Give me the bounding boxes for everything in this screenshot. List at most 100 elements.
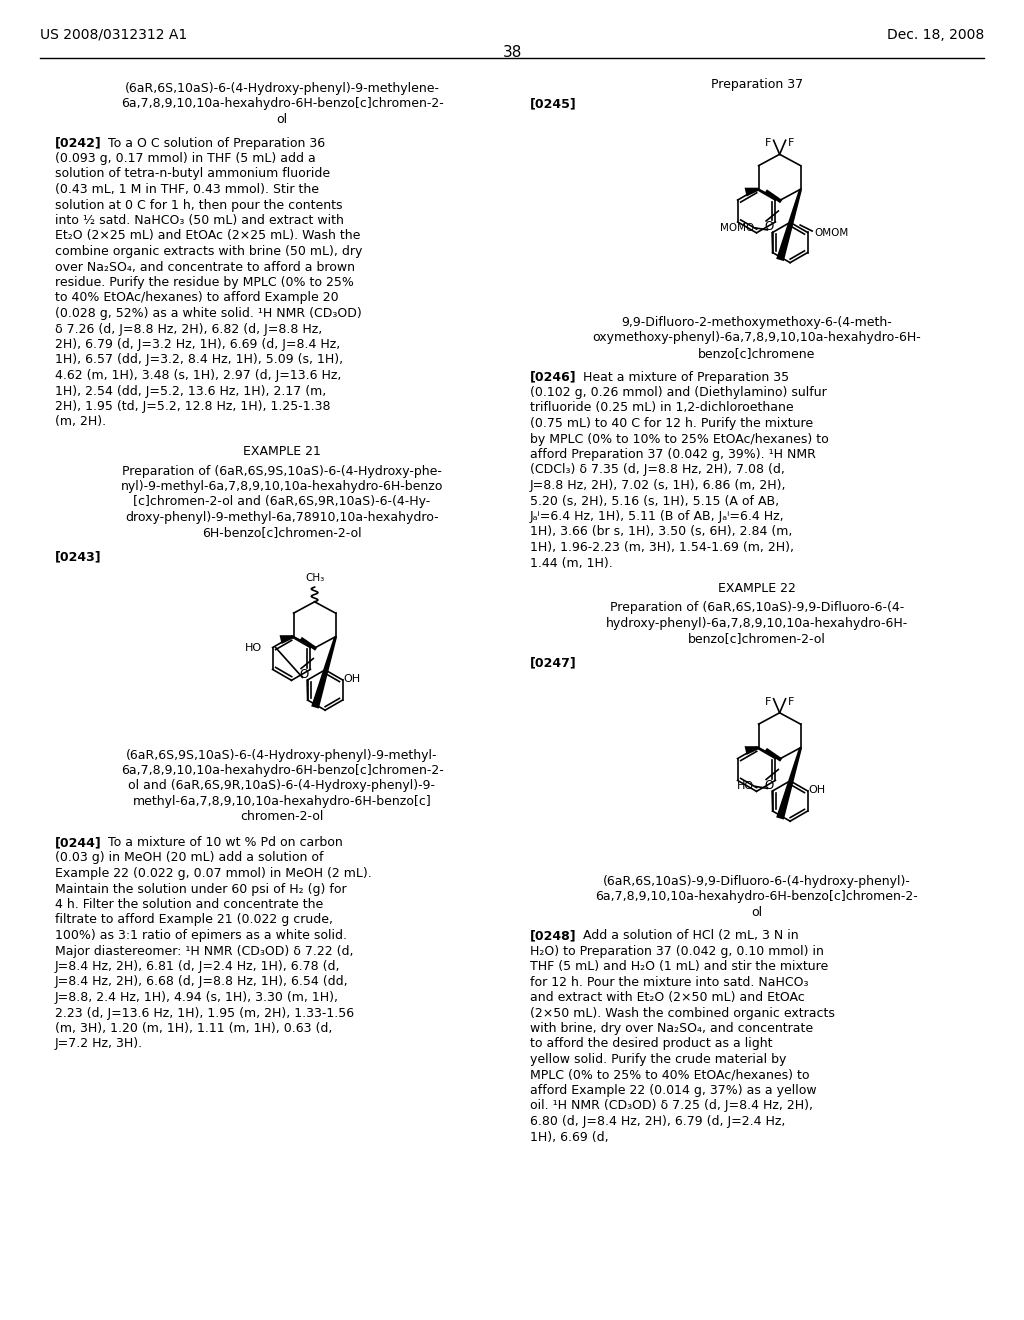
Text: O: O (765, 779, 774, 792)
Text: 1H), 6.57 (dd, J=3.2, 8.4 Hz, 1H), 5.09 (s, 1H),: 1H), 6.57 (dd, J=3.2, 8.4 Hz, 1H), 5.09 … (55, 354, 343, 367)
Text: hydroxy-phenyl)-6a,7,8,9,10,10a-hexahydro-6H-: hydroxy-phenyl)-6a,7,8,9,10,10a-hexahydr… (606, 616, 908, 630)
Text: δ 7.26 (d, J=8.8 Hz, 2H), 6.82 (d, J=8.8 Hz,: δ 7.26 (d, J=8.8 Hz, 2H), 6.82 (d, J=8.8… (55, 322, 323, 335)
Text: O: O (299, 668, 308, 681)
Text: 2H), 1.95 (td, J=5.2, 12.8 Hz, 1H), 1.25-1.38: 2H), 1.95 (td, J=5.2, 12.8 Hz, 1H), 1.25… (55, 400, 331, 413)
Text: J=7.2 Hz, 3H).: J=7.2 Hz, 3H). (55, 1038, 143, 1051)
Text: residue. Purify the residue by MPLC (0% to 25%: residue. Purify the residue by MPLC (0% … (55, 276, 354, 289)
Text: chromen-2-ol: chromen-2-ol (241, 810, 324, 824)
Text: 2H), 6.79 (d, J=3.2 Hz, 1H), 6.69 (d, J=8.4 Hz,: 2H), 6.79 (d, J=3.2 Hz, 1H), 6.69 (d, J=… (55, 338, 340, 351)
Text: [0243]: [0243] (55, 550, 101, 564)
Text: (2×50 mL). Wash the combined organic extracts: (2×50 mL). Wash the combined organic ext… (530, 1006, 835, 1019)
Text: methyl-6a,7,8,9,10,10a-hexahydro-6H-benzo[c]: methyl-6a,7,8,9,10,10a-hexahydro-6H-benz… (133, 795, 431, 808)
Text: 6a,7,8,9,10,10a-hexahydro-6H-benzo[c]chromen-2-: 6a,7,8,9,10,10a-hexahydro-6H-benzo[c]chr… (596, 890, 919, 903)
Text: [0242]: [0242] (55, 136, 101, 149)
Text: 6H-benzo[c]chromen-2-ol: 6H-benzo[c]chromen-2-ol (202, 527, 361, 540)
Text: 1.44 (m, 1H).: 1.44 (m, 1H). (530, 557, 612, 569)
Text: Maintain the solution under 60 psi of H₂ (g) for: Maintain the solution under 60 psi of H₂… (55, 883, 347, 895)
Text: 9,9-Difluoro-2-methoxymethoxy-6-(4-meth-: 9,9-Difluoro-2-methoxymethoxy-6-(4-meth- (622, 315, 892, 329)
Text: O: O (765, 220, 774, 234)
Text: [0244]: [0244] (55, 836, 101, 849)
Text: MPLC (0% to 25% to 40% EtOAc/hexanes) to: MPLC (0% to 25% to 40% EtOAc/hexanes) to (530, 1068, 810, 1081)
Text: nyl)-9-methyl-6a,7,8,9,10,10a-hexahydro-6H-benzo: nyl)-9-methyl-6a,7,8,9,10,10a-hexahydro-… (121, 480, 443, 492)
Polygon shape (280, 635, 294, 644)
Text: Major diastereomer: ¹H NMR (CD₃OD) δ 7.22 (d,: Major diastereomer: ¹H NMR (CD₃OD) δ 7.2… (55, 945, 353, 957)
Text: oil. ¹H NMR (CD₃OD) δ 7.25 (d, J=8.4 Hz, 2H),: oil. ¹H NMR (CD₃OD) δ 7.25 (d, J=8.4 Hz,… (530, 1100, 813, 1113)
Text: 1H), 3.66 (br s, 1H), 3.50 (s, 6H), 2.84 (m,: 1H), 3.66 (br s, 1H), 3.50 (s, 6H), 2.84… (530, 525, 793, 539)
Text: F: F (765, 139, 772, 148)
Text: for 12 h. Pour the mixture into satd. NaHCO₃: for 12 h. Pour the mixture into satd. Na… (530, 975, 809, 989)
Text: (m, 3H), 1.20 (m, 1H), 1.11 (m, 1H), 0.63 (d,: (m, 3H), 1.20 (m, 1H), 1.11 (m, 1H), 0.6… (55, 1022, 333, 1035)
Text: MOMO: MOMO (720, 223, 755, 232)
Text: (6aR,6S,10aS)-9,9-Difluoro-6-(4-hydroxy-phenyl)-: (6aR,6S,10aS)-9,9-Difluoro-6-(4-hydroxy-… (603, 874, 911, 887)
Text: (0.43 mL, 1 M in THF, 0.43 mmol). Stir the: (0.43 mL, 1 M in THF, 0.43 mmol). Stir t… (55, 183, 319, 195)
Text: (0.102 g, 0.26 mmol) and (Diethylamino) sulfur: (0.102 g, 0.26 mmol) and (Diethylamino) … (530, 385, 826, 399)
Text: Et₂O (2×25 mL) and EtOAc (2×25 mL). Wash the: Et₂O (2×25 mL) and EtOAc (2×25 mL). Wash… (55, 230, 360, 243)
Text: 2.23 (d, J=13.6 Hz, 1H), 1.95 (m, 2H), 1.33-1.56: 2.23 (d, J=13.6 Hz, 1H), 1.95 (m, 2H), 1… (55, 1006, 354, 1019)
Text: 1H), 6.69 (d,: 1H), 6.69 (d, (530, 1130, 608, 1143)
Text: solution at 0 C for 1 h, then pour the contents: solution at 0 C for 1 h, then pour the c… (55, 198, 342, 211)
Text: benzo[c]chromene: benzo[c]chromene (698, 347, 816, 360)
Text: CH₃: CH₃ (305, 573, 325, 583)
Text: US 2008/0312312 A1: US 2008/0312312 A1 (40, 28, 187, 42)
Text: filtrate to afford Example 21 (0.022 g crude,: filtrate to afford Example 21 (0.022 g c… (55, 913, 333, 927)
Text: Jₐⁱ=6.4 Hz, 1H), 5.11 (B of AB, Jₐⁱ=6.4 Hz,: Jₐⁱ=6.4 Hz, 1H), 5.11 (B of AB, Jₐⁱ=6.4 … (530, 510, 784, 523)
Text: Dec. 18, 2008: Dec. 18, 2008 (887, 28, 984, 42)
Text: J=8.8 Hz, 2H), 7.02 (s, 1H), 6.86 (m, 2H),: J=8.8 Hz, 2H), 7.02 (s, 1H), 6.86 (m, 2H… (530, 479, 786, 492)
Text: oxymethoxy-phenyl)-6a,7,8,9,10,10a-hexahydro-6H-: oxymethoxy-phenyl)-6a,7,8,9,10,10a-hexah… (593, 331, 922, 345)
Text: with brine, dry over Na₂SO₄, and concentrate: with brine, dry over Na₂SO₄, and concent… (530, 1022, 813, 1035)
Text: OMOM: OMOM (814, 228, 849, 238)
Text: to afford the desired product as a light: to afford the desired product as a light (530, 1038, 772, 1051)
Text: F: F (765, 697, 772, 706)
Polygon shape (776, 747, 802, 820)
Text: 6a,7,8,9,10,10a-hexahydro-6H-benzo[c]chromen-2-: 6a,7,8,9,10,10a-hexahydro-6H-benzo[c]chr… (121, 98, 443, 111)
Text: To a mixture of 10 wt % Pd on carbon: To a mixture of 10 wt % Pd on carbon (92, 836, 343, 849)
Text: 1H), 2.54 (dd, J=5.2, 13.6 Hz, 1H), 2.17 (m,: 1H), 2.54 (dd, J=5.2, 13.6 Hz, 1H), 2.17… (55, 384, 327, 397)
Text: THF (5 mL) and H₂O (1 mL) and stir the mixture: THF (5 mL) and H₂O (1 mL) and stir the m… (530, 960, 828, 973)
Text: (6aR,6S,9S,10aS)-6-(4-Hydroxy-phenyl)-9-methyl-: (6aR,6S,9S,10aS)-6-(4-Hydroxy-phenyl)-9-… (126, 748, 437, 762)
Text: ol: ol (752, 906, 763, 919)
Text: (m, 2H).: (m, 2H). (55, 416, 106, 429)
Text: F: F (787, 697, 794, 706)
Polygon shape (311, 636, 337, 709)
Text: [0248]: [0248] (530, 929, 577, 942)
Text: yellow solid. Purify the crude material by: yellow solid. Purify the crude material … (530, 1053, 786, 1067)
Text: Add a solution of HCl (2 mL, 3 N in: Add a solution of HCl (2 mL, 3 N in (567, 929, 799, 942)
Text: Preparation of (6aR,6S,10aS)-9,9-Difluoro-6-(4-: Preparation of (6aR,6S,10aS)-9,9-Difluor… (610, 602, 904, 615)
Text: [0247]: [0247] (530, 656, 577, 669)
Text: into ½ satd. NaHCO₃ (50 mL) and extract with: into ½ satd. NaHCO₃ (50 mL) and extract … (55, 214, 344, 227)
Text: (CDCl₃) δ 7.35 (d, J=8.8 Hz, 2H), 7.08 (d,: (CDCl₃) δ 7.35 (d, J=8.8 Hz, 2H), 7.08 (… (530, 463, 784, 477)
Text: over Na₂SO₄, and concentrate to afford a brown: over Na₂SO₄, and concentrate to afford a… (55, 260, 355, 273)
Text: [0245]: [0245] (530, 98, 577, 111)
Text: OH: OH (343, 673, 360, 684)
Text: to 40% EtOAc/hexanes) to afford Example 20: to 40% EtOAc/hexanes) to afford Example … (55, 292, 339, 305)
Text: (0.75 mL) to 40 C for 12 h. Purify the mixture: (0.75 mL) to 40 C for 12 h. Purify the m… (530, 417, 813, 430)
Text: droxy-phenyl)-9-methyl-6a,78910,10a-hexahydro-: droxy-phenyl)-9-methyl-6a,78910,10a-hexa… (125, 511, 439, 524)
Text: 6.80 (d, J=8.4 Hz, 2H), 6.79 (d, J=2.4 Hz,: 6.80 (d, J=8.4 Hz, 2H), 6.79 (d, J=2.4 H… (530, 1115, 785, 1129)
Text: [0246]: [0246] (530, 371, 577, 384)
Text: by MPLC (0% to 10% to 25% EtOAc/hexanes) to: by MPLC (0% to 10% to 25% EtOAc/hexanes)… (530, 433, 828, 446)
Text: 6a,7,8,9,10,10a-hexahydro-6H-benzo[c]chromen-2-: 6a,7,8,9,10,10a-hexahydro-6H-benzo[c]chr… (121, 764, 443, 777)
Text: J=8.4 Hz, 2H), 6.81 (d, J=2.4 Hz, 1H), 6.78 (d,: J=8.4 Hz, 2H), 6.81 (d, J=2.4 Hz, 1H), 6… (55, 960, 341, 973)
Text: (0.03 g) in MeOH (20 mL) add a solution of: (0.03 g) in MeOH (20 mL) add a solution … (55, 851, 324, 865)
Text: Preparation 37: Preparation 37 (711, 78, 803, 91)
Text: benzo[c]chromen-2-ol: benzo[c]chromen-2-ol (688, 632, 826, 645)
Text: J=8.4 Hz, 2H), 6.68 (d, J=8.8 Hz, 1H), 6.54 (dd,: J=8.4 Hz, 2H), 6.68 (d, J=8.8 Hz, 1H), 6… (55, 975, 348, 989)
Text: 5.20 (s, 2H), 5.16 (s, 1H), 5.15 (A of AB,: 5.20 (s, 2H), 5.16 (s, 1H), 5.15 (A of A… (530, 495, 779, 507)
Text: 1H), 1.96-2.23 (m, 3H), 1.54-1.69 (m, 2H),: 1H), 1.96-2.23 (m, 3H), 1.54-1.69 (m, 2H… (530, 541, 794, 554)
Text: Preparation of (6aR,6S,9S,10aS)-6-(4-Hydroxy-phe-: Preparation of (6aR,6S,9S,10aS)-6-(4-Hyd… (122, 465, 442, 478)
Text: H₂O) to Preparation 37 (0.042 g, 0.10 mmol) in: H₂O) to Preparation 37 (0.042 g, 0.10 mm… (530, 945, 824, 957)
Text: HO: HO (737, 781, 755, 792)
Polygon shape (744, 187, 759, 197)
Text: Example 22 (0.022 g, 0.07 mmol) in MeOH (2 mL).: Example 22 (0.022 g, 0.07 mmol) in MeOH … (55, 867, 372, 880)
Polygon shape (776, 189, 802, 261)
Text: combine organic extracts with brine (50 mL), dry: combine organic extracts with brine (50 … (55, 246, 362, 257)
Text: 4.62 (m, 1H), 3.48 (s, 1H), 2.97 (d, J=13.6 Hz,: 4.62 (m, 1H), 3.48 (s, 1H), 2.97 (d, J=1… (55, 370, 341, 381)
Text: EXAMPLE 21: EXAMPLE 21 (243, 445, 321, 458)
Text: F: F (787, 139, 794, 148)
Text: ol and (6aR,6S,9R,10aS)-6-(4-Hydroxy-phenyl)-9-: ol and (6aR,6S,9R,10aS)-6-(4-Hydroxy-phe… (128, 780, 435, 792)
Text: (0.028 g, 52%) as a white solid. ¹H NMR (CD₃OD): (0.028 g, 52%) as a white solid. ¹H NMR … (55, 308, 361, 319)
Text: 4 h. Filter the solution and concentrate the: 4 h. Filter the solution and concentrate… (55, 898, 324, 911)
Text: 38: 38 (503, 45, 521, 59)
Text: EXAMPLE 22: EXAMPLE 22 (718, 582, 796, 595)
Polygon shape (744, 746, 759, 755)
